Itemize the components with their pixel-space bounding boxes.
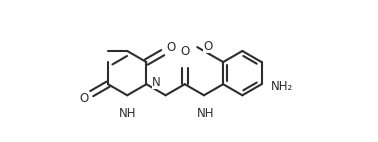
Text: NH₂: NH₂ [271,80,293,93]
Text: N: N [152,76,160,89]
Text: O: O [180,45,189,58]
Text: O: O [203,40,212,53]
Text: NH: NH [197,107,215,120]
Text: O: O [166,41,175,54]
Text: O: O [79,92,88,105]
Text: NH: NH [118,107,136,120]
